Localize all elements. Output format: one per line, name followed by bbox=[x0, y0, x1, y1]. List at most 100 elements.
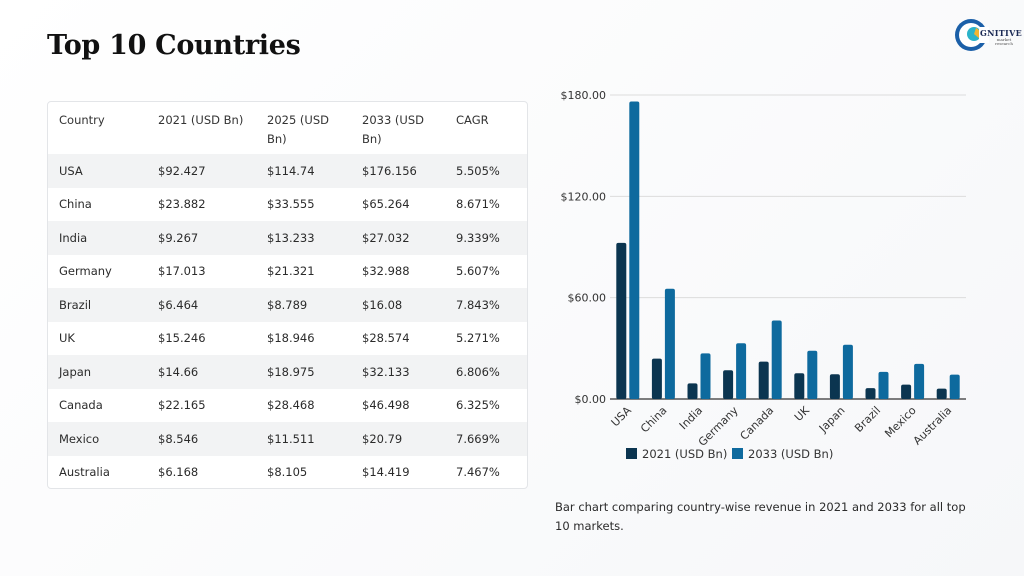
cell-value-2033: $20.79 bbox=[362, 431, 403, 446]
cell-value-2025: $8.789 bbox=[267, 297, 308, 312]
header-country: Country bbox=[59, 113, 105, 127]
legend-swatch bbox=[626, 448, 637, 459]
cell-value-2025: $18.975 bbox=[267, 364, 315, 379]
cell-cagr: 7.467% bbox=[456, 465, 500, 480]
cell-value-2025: $13.233 bbox=[267, 230, 315, 245]
bar-japan-2021 bbox=[829, 374, 840, 399]
cell-value-2033: $16.08 bbox=[362, 297, 403, 312]
cell-value-2033: $32.133 bbox=[362, 364, 410, 379]
cell-value-2033: $14.419 bbox=[362, 465, 410, 480]
table-row: Japan $14.66 $18.975 $32.133 6.806% bbox=[48, 355, 527, 389]
cell-cagr: 6.325% bbox=[456, 398, 500, 413]
bar-india-2033 bbox=[700, 353, 711, 399]
bar-canada-2021 bbox=[758, 361, 769, 399]
x-tick-label: China bbox=[638, 404, 669, 435]
logo-icon bbox=[955, 19, 989, 51]
x-tick-label: USA bbox=[609, 404, 635, 430]
bar-brazil-2033 bbox=[878, 371, 889, 399]
cell-cagr: 9.339% bbox=[456, 230, 500, 245]
cell-country: Mexico bbox=[59, 431, 100, 446]
bar-uk-2021 bbox=[794, 373, 805, 399]
cell-cagr: 5.607% bbox=[456, 264, 500, 279]
cell-value-2021: $92.427 bbox=[158, 163, 206, 178]
header-2021: 2021 (USD Bn) bbox=[158, 113, 244, 127]
table-row: Australia $6.168 $8.105 $14.419 7.467% bbox=[48, 456, 527, 489]
legend-label: 2033 (USD Bn) bbox=[748, 447, 833, 461]
cell-value-2025: $11.511 bbox=[267, 431, 315, 446]
chart-caption: Bar chart comparing country-wise revenue… bbox=[555, 500, 966, 533]
cell-value-2025: $18.946 bbox=[267, 331, 315, 346]
bar-usa-2033 bbox=[629, 101, 640, 399]
cell-value-2021: $15.246 bbox=[158, 331, 206, 346]
cell-value-2021: $23.882 bbox=[158, 197, 206, 212]
table-row: China $23.882 $33.555 $65.264 8.671% bbox=[48, 188, 527, 222]
cell-value-2021: $14.66 bbox=[158, 364, 199, 379]
x-tick-label: Australia bbox=[911, 404, 955, 448]
cell-country: Brazil bbox=[59, 297, 92, 312]
table-row: UK $15.246 $18.946 $28.574 5.271% bbox=[48, 322, 527, 356]
table-header-row: Country 2021 (USD Bn) 2025 (USD Bn) 2033… bbox=[48, 102, 527, 154]
countries-table-card: Country 2021 (USD Bn) 2025 (USD Bn) 2033… bbox=[47, 101, 528, 489]
table-row: USA $92.427 $114.74 $176.156 5.505% bbox=[48, 154, 527, 188]
cell-value-2025: $33.555 bbox=[267, 197, 315, 212]
bar-germany-2033 bbox=[736, 343, 747, 399]
bar-germany-2021 bbox=[723, 370, 734, 399]
cell-country: Canada bbox=[59, 398, 103, 413]
y-tick-label: $60.00 bbox=[568, 292, 607, 305]
x-tick-label: Japan bbox=[816, 404, 848, 436]
bar-australia-2033 bbox=[949, 374, 960, 399]
y-tick-label: $0.00 bbox=[575, 393, 607, 406]
bar-china-2021 bbox=[651, 358, 662, 399]
y-tick-label: $180.00 bbox=[561, 89, 607, 102]
bar-brazil-2021 bbox=[865, 388, 876, 399]
cell-value-2025: $8.105 bbox=[267, 465, 308, 480]
page-title: Top 10 Countries bbox=[47, 30, 301, 61]
table-row: Canada $22.165 $28.468 $46.498 6.325% bbox=[48, 389, 527, 423]
bar-mexico-2021 bbox=[901, 384, 912, 399]
x-tick-label: Brazil bbox=[852, 404, 883, 435]
cell-country: China bbox=[59, 197, 92, 212]
logo-text: GNITIVE bbox=[980, 28, 1022, 38]
table-body: USA $92.427 $114.74 $176.156 5.505% China $23.… bbox=[48, 154, 527, 489]
cell-cagr: 5.505% bbox=[456, 163, 500, 178]
cell-value-2033: $65.264 bbox=[362, 197, 410, 212]
logo-subtext: market research bbox=[995, 37, 1013, 46]
table-row: Brazil $6.464 $8.789 $16.08 7.843% bbox=[48, 288, 527, 322]
header-cagr: CAGR bbox=[456, 113, 489, 127]
cell-value-2025: $28.468 bbox=[267, 398, 315, 413]
cell-cagr: 8.671% bbox=[456, 197, 500, 212]
cell-country: Japan bbox=[59, 364, 92, 379]
table-row: India $9.267 $13.233 $27.032 9.339% bbox=[48, 221, 527, 255]
x-tick-label: UK bbox=[792, 403, 813, 424]
cell-cagr: 7.669% bbox=[456, 431, 500, 446]
cell-country: Germany bbox=[59, 264, 112, 279]
cell-cagr: 6.806% bbox=[456, 364, 500, 379]
bar-japan-2033 bbox=[842, 344, 853, 399]
bar-australia-2021 bbox=[936, 388, 947, 399]
cell-value-2025: $21.321 bbox=[267, 264, 315, 279]
table-row: Mexico $8.546 $11.511 $20.79 7.669% bbox=[48, 422, 527, 456]
legend-swatch bbox=[732, 448, 743, 459]
cell-value-2025: $114.74 bbox=[267, 163, 315, 178]
y-tick-label: $120.00 bbox=[561, 190, 607, 203]
cell-value-2033: $46.498 bbox=[362, 398, 410, 413]
table-row: Germany $17.013 $21.321 $32.988 5.607% bbox=[48, 255, 527, 289]
countries-table: Country 2021 (USD Bn) 2025 (USD Bn) 2033… bbox=[48, 102, 527, 489]
x-tick-label: India bbox=[677, 404, 705, 432]
cell-value-2021: $6.464 bbox=[158, 297, 199, 312]
cell-country: India bbox=[59, 230, 88, 245]
cell-value-2021: $8.546 bbox=[158, 431, 199, 446]
cell-value-2021: $17.013 bbox=[158, 264, 206, 279]
cell-country: UK bbox=[59, 331, 75, 346]
cell-value-2033: $176.156 bbox=[362, 163, 417, 178]
cell-value-2021: $9.267 bbox=[158, 230, 199, 245]
cell-value-2033: $27.032 bbox=[362, 230, 410, 245]
x-tick-label: Germany bbox=[696, 404, 741, 449]
cell-value-2033: $32.988 bbox=[362, 264, 410, 279]
cell-value-2033: $28.574 bbox=[362, 331, 410, 346]
bar-china-2033 bbox=[664, 288, 675, 399]
cell-value-2021: $22.165 bbox=[158, 398, 206, 413]
cell-value-2021: $6.168 bbox=[158, 465, 199, 480]
bar-uk-2033 bbox=[807, 350, 818, 399]
header-2025: 2025 (USD Bn) bbox=[267, 113, 329, 146]
